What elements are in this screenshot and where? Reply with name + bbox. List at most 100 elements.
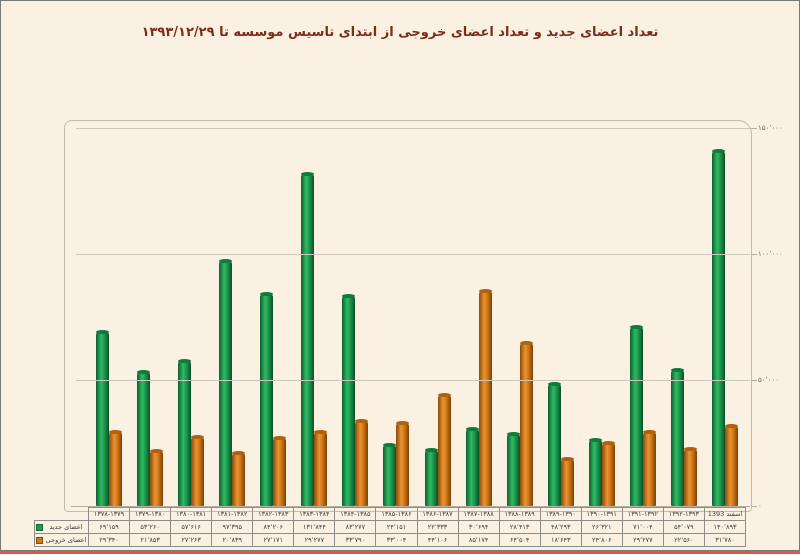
bar-group [540, 382, 581, 506]
bar-cap [671, 368, 685, 372]
bar-exiting-members [355, 419, 369, 506]
value-cell: ۲۹٬۲۷۷ [293, 533, 336, 547]
category-header: ۱۳۷۹-۱۳۸۰ [129, 507, 172, 521]
bar-cap [383, 443, 397, 447]
bar-cap [314, 430, 328, 434]
value-cell: ۳۳٬۰۰۴ [375, 533, 418, 547]
bar-exiting-members [437, 393, 451, 506]
category-header: ۱۳۸۴-۱۳۸۵ [334, 507, 377, 521]
value-cell: ۵۴٬۰۷۹ [662, 520, 705, 534]
bar-group [211, 259, 252, 506]
bar-cap [560, 457, 574, 461]
bar-new-members [506, 432, 520, 506]
legend-entry: اعضای خروجی [36, 536, 87, 544]
gridline [76, 128, 750, 129]
bar-exiting-members [190, 435, 204, 506]
value-cell: ۴۸٬۲۹۳ [539, 520, 582, 534]
bar-group [417, 393, 458, 506]
chart-title: تعداد اعضای جدید و تعداد اعضای خروجی از … [141, 25, 659, 40]
bar-cap [465, 427, 479, 431]
value-cell: ۲۴٬۸۰۶ [580, 533, 623, 547]
bar-cap [218, 259, 232, 263]
value-cell: ۶۹٬۱۵۹ [87, 520, 131, 534]
category-header: ۱۳۸۷-۱۳۸۸ [457, 507, 500, 521]
bar-new-members [136, 370, 150, 506]
value-cell: ۲۰٬۸۳۹ [211, 533, 254, 547]
bar-cap [396, 421, 410, 425]
category-header: ۱۳۹۰-۱۳۹۱ [580, 507, 623, 521]
series-row: اعضای جدید ۶۹٬۱۵۹ ۵۳٬۲۶۰ ۵۷٬۶۱۶ ۹۷٬۳۹۵ ۸۴٬۲۰۶… [34, 520, 747, 534]
bar-exiting-members [149, 449, 163, 506]
bar-cap [437, 393, 451, 397]
bar-cap [177, 359, 191, 363]
series-row: اعضای خروجی ۲۹٬۳۴۰ ۲۱٬۸۵۳ ۲۷٬۲۶۳ ۲۰٬۸۳۹ ۲۷٬۱۷… [34, 533, 747, 547]
value-cell: ۲۲٬۵۶۰ [662, 533, 705, 547]
x-axis-baseline [71, 506, 750, 507]
category-header: ۱۳۸۲-۱۳۸۳ [252, 507, 295, 521]
bar-group [335, 294, 376, 506]
value-cell: ۲۹٬۳۴۰ [87, 533, 131, 547]
bar-group [129, 370, 170, 506]
bar-group [458, 289, 499, 506]
value-cell: ۳۱٬۷۸۰ [703, 533, 747, 547]
bar-new-members [342, 294, 356, 506]
bar-new-members [712, 149, 726, 506]
bar-exiting-members [273, 436, 287, 506]
legend-entry: اعضای جدید [36, 523, 87, 531]
category-header: ۱۳۹۱-۱۳۹۲ [621, 507, 664, 521]
bar-group [499, 341, 540, 506]
legend-cell: اعضای خروجی [34, 533, 89, 547]
bar-group [294, 172, 335, 506]
bar-cap [725, 424, 739, 428]
bar-cap [506, 432, 520, 436]
value-cell: ۳۰٬۶۹۴ [457, 520, 500, 534]
value-cell: ۸۴٬۲۰۶ [252, 520, 295, 534]
y-axis-label: ۰ [758, 502, 762, 510]
bar-group [170, 359, 211, 506]
value-cell: ۸۳٬۲۷۷ [334, 520, 377, 534]
bar-cap [712, 149, 726, 153]
bar-new-members [95, 330, 109, 506]
bar-cap [231, 451, 245, 455]
table-header-row: ۱۳۷۸-۱۳۷۹ ۱۳۷۹-۱۳۸۰ ۱۳۸۰-۱۳۸۱ ۱۳۸۱-۱۳۸۲ ۱۳۸۲… [35, 507, 747, 521]
exiting-members-swatch [36, 536, 43, 544]
bar-cap [519, 341, 533, 345]
bar-exiting-members [519, 341, 533, 506]
bar-cap [630, 325, 644, 329]
bar-cap [602, 441, 616, 445]
table-body: اعضای جدید ۶۹٬۱۵۹ ۵۳٬۲۶۰ ۵۷٬۶۱۶ ۹۷٬۳۹۵ ۸۴٬۲۰۶… [34, 520, 747, 547]
bar-new-members [218, 259, 232, 506]
category-header: ۱۳۸۹-۱۳۹۰ [539, 507, 582, 521]
bar-new-members [671, 368, 685, 506]
bar-new-members [301, 172, 315, 506]
value-cell: ۵۷٬۶۱۶ [170, 520, 213, 534]
bar-group [253, 292, 294, 506]
bars-container [88, 1, 746, 506]
value-cell: ۸۵٬۱۷۴ [457, 533, 500, 547]
bar-group [376, 421, 417, 506]
legend-cell: اعضای جدید [34, 520, 89, 534]
value-cell: ۲۲٬۳۳۳ [416, 520, 459, 534]
category-header: ۱۳۸۵-۱۳۸۶ [375, 507, 418, 521]
table-head: ۱۳۷۸-۱۳۷۹ ۱۳۷۹-۱۳۸۰ ۱۳۸۰-۱۳۸۱ ۱۳۸۱-۱۳۸۲ ۱۳۸۲… [35, 507, 747, 521]
bar-group [705, 149, 746, 506]
category-header: ۱۳۸۶-۱۳۸۷ [416, 507, 459, 521]
bar-group [664, 368, 705, 506]
bar-exiting-members [231, 451, 245, 506]
bar-cap [342, 294, 356, 298]
bar-cap [149, 449, 163, 453]
category-header: اسفند 1393 [703, 507, 747, 521]
bar-cap [108, 430, 122, 434]
value-cell: ۲۶٬۳۲۱ [580, 520, 623, 534]
bar-group [88, 330, 129, 506]
value-cell: ۱۸٬۶۴۳ [539, 533, 582, 547]
bar-cap [684, 447, 698, 451]
value-cell: ۲۷٬۱۷۱ [252, 533, 295, 547]
value-cell: ۳۳٬۷۹۰ [334, 533, 377, 547]
bar-new-members [383, 443, 397, 506]
bar-new-members [589, 438, 603, 506]
bar-group [582, 438, 623, 506]
value-cell: ۶۴٬۵۰۴ [498, 533, 541, 547]
value-cell: ۴۴٬۱۰۶ [416, 533, 459, 547]
